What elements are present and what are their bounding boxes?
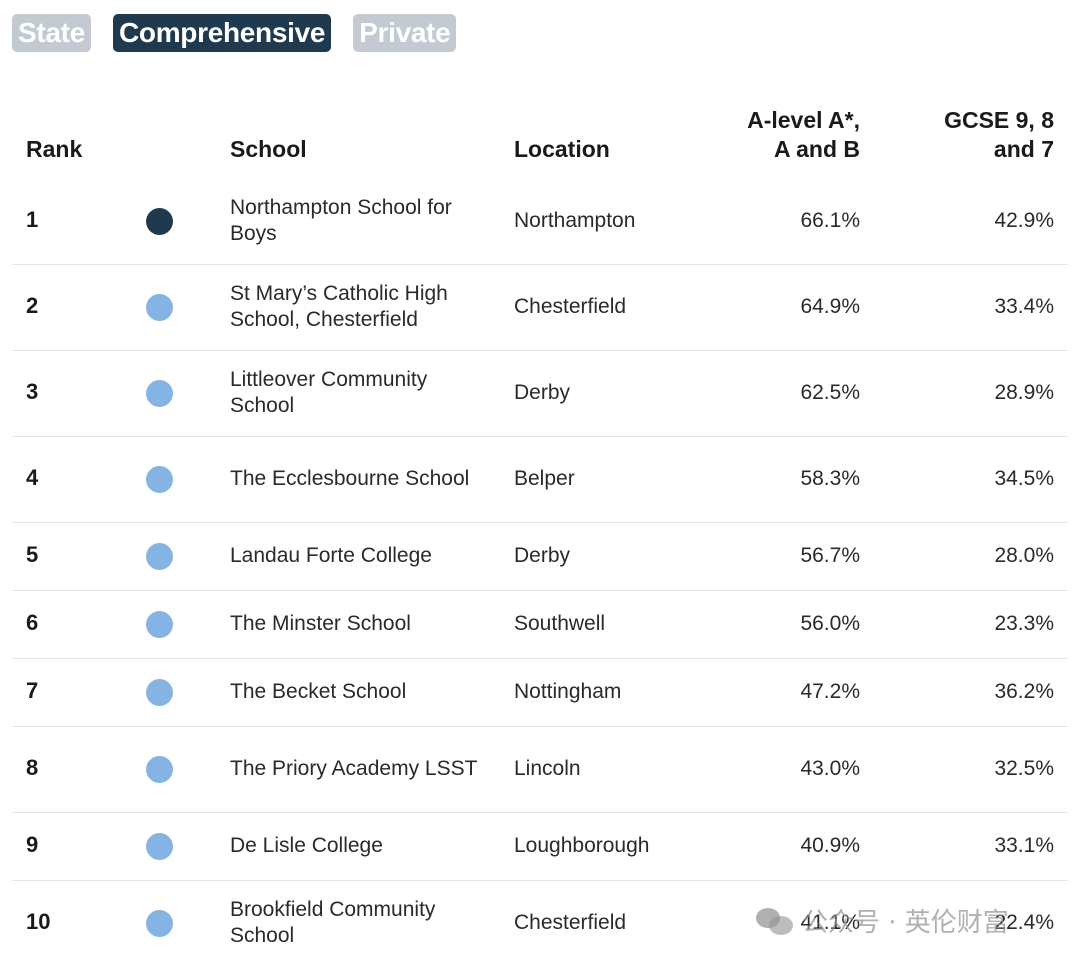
table-row[interactable]: 3 Littleover Community School Derby 62.5% 28…: [12, 350, 1068, 437]
alevel-cell: 41.1%: [800, 911, 860, 935]
location-cell: Southwell: [514, 590, 722, 659]
school-header[interactable]: School: [230, 136, 307, 162]
location-cell: Nottingham: [514, 658, 722, 727]
alevel-cell: 58.3%: [722, 436, 860, 523]
table-header-row: Rank School Location A-level A*, A and B …: [12, 92, 1068, 179]
rank-value: 7: [26, 678, 39, 704]
watermark-text: 公众号 · 英伦财富: [802, 908, 1009, 938]
school-type-dot-icon: [146, 678, 174, 706]
gcse-cell: 32.5%: [860, 726, 1068, 813]
location-cell: Derby: [514, 522, 722, 591]
school-name-cell: The Minster School: [230, 590, 514, 659]
filter-state-button[interactable]: State: [12, 14, 91, 52]
school-name-cell: De Lisle College: [230, 812, 514, 881]
gcse-cell: 33.1%: [860, 812, 1068, 881]
rank-cell: 5: [12, 522, 230, 591]
rank-cell: 8: [12, 726, 230, 813]
location-cell: Northampton: [514, 179, 722, 265]
location-cell: Derby: [514, 350, 722, 437]
school-ranking-table: Rank School Location A-level A*, A and B …: [12, 92, 1068, 966]
table-row[interactable]: 7 The Becket School Nottingham 47.2% 36.2%: [12, 658, 1068, 727]
location-cell: Chesterfield: [514, 264, 722, 351]
alevel-cell: 56.7%: [722, 522, 860, 591]
gcse-cell: 28.9%: [860, 350, 1068, 437]
rank-cell: 7: [12, 658, 230, 727]
rank-value: 6: [26, 610, 39, 636]
alevel-cell: 56.0%: [722, 590, 860, 659]
gcse-header[interactable]: GCSE 9, 8 and 7: [944, 107, 1054, 162]
location-cell: Lincoln: [514, 726, 722, 813]
rank-cell: 6: [12, 590, 230, 659]
table-row[interactable]: 8 The Priory Academy LSST Lincoln 43.0% 32.5…: [12, 726, 1068, 813]
gcse-cell: 36.2%: [860, 658, 1068, 727]
rank-value: 2: [26, 293, 39, 319]
rank-cell: 9: [12, 812, 230, 881]
school-name-cell: Northampton School for Boys: [230, 179, 514, 265]
gcse-cell: 28.0%: [860, 522, 1068, 591]
rank-value: 9: [26, 832, 39, 858]
alevel-cell: 40.9%: [722, 812, 860, 881]
table-row[interactable]: 10 Brookfield Community School Chesterfiel…: [12, 880, 1068, 966]
school-name-cell: The Priory Academy LSST: [230, 726, 514, 813]
location-header[interactable]: Location: [514, 136, 610, 162]
wechat-icon: [756, 906, 794, 936]
rank-cell: 4: [12, 436, 230, 523]
school-type-dot-icon: [146, 379, 174, 407]
school-name-cell: The Ecclesbourne School: [230, 436, 514, 523]
alevel-cell: 62.5%: [722, 350, 860, 437]
school-type-dot-icon: [146, 610, 174, 638]
rank-value: 1: [26, 207, 39, 233]
alevel-cell: 43.0%: [722, 726, 860, 813]
gcse-cell: 23.3%: [860, 590, 1068, 659]
rank-header[interactable]: Rank: [26, 136, 83, 162]
table-body: 1 Northampton School for Boys Northampton 6…: [12, 179, 1068, 966]
gcse-cell: 34.5%: [860, 436, 1068, 523]
watermark: 公众号 · 英伦财富: [756, 902, 1009, 939]
school-type-dot-icon: [146, 832, 174, 860]
rank-cell: 2: [12, 264, 230, 351]
school-type-dot-icon: [146, 465, 174, 493]
filter-bar: State Comprehensive Private: [12, 14, 457, 52]
alevel-cell: 64.9%: [722, 264, 860, 351]
school-name-cell: Landau Forte College: [230, 522, 514, 591]
rank-cell: 3: [12, 350, 230, 437]
filter-comprehensive-button[interactable]: Comprehensive: [112, 14, 332, 52]
filter-private-button[interactable]: Private: [353, 14, 457, 52]
school-name-cell: St Mary’s Catholic High School, Chesterf…: [230, 264, 514, 351]
table-row[interactable]: 1 Northampton School for Boys Northampton 6…: [12, 179, 1068, 265]
gcse-cell: 33.4%: [860, 264, 1068, 351]
rank-value: 3: [26, 379, 39, 405]
table-row[interactable]: 4 The Ecclesbourne School Belper 58.3% 34.5%: [12, 436, 1068, 523]
alevel-header[interactable]: A-level A*, A and B: [747, 107, 860, 162]
rank-value: 10: [26, 909, 51, 935]
rank-cell: 1: [12, 179, 230, 265]
location-cell: Chesterfield: [514, 911, 627, 935]
table-row[interactable]: 6 The Minster School Southwell 56.0% 23.3%: [12, 590, 1068, 659]
rank-cell: 10: [12, 880, 230, 966]
school-type-dot-icon: [146, 755, 174, 783]
table-row[interactable]: 5 Landau Forte College Derby 56.7% 28.0%: [12, 522, 1068, 591]
school-type-dot-icon: [146, 208, 174, 236]
rank-value: 4: [26, 465, 39, 491]
school-type-dot-icon: [146, 910, 174, 938]
rank-value: 5: [26, 542, 39, 568]
school-name-cell: Brookfield Community School: [230, 898, 436, 948]
table-row[interactable]: 9 De Lisle College Loughborough 40.9% 33.1%: [12, 812, 1068, 881]
table-row[interactable]: 2 St Mary’s Catholic High School, Chester…: [12, 264, 1068, 351]
alevel-cell: 47.2%: [722, 658, 860, 727]
gcse-cell: 42.9%: [860, 179, 1068, 265]
location-cell: Loughborough: [514, 812, 722, 881]
school-type-dot-icon: [146, 542, 174, 570]
school-name-cell: The Becket School: [230, 658, 514, 727]
school-name-cell: Littleover Community School: [230, 350, 514, 437]
rank-value: 8: [26, 755, 39, 781]
alevel-cell: 66.1%: [722, 179, 860, 265]
gcse-cell: 22.4%: [994, 911, 1054, 935]
location-cell: Belper: [514, 436, 722, 523]
school-type-dot-icon: [146, 293, 174, 321]
